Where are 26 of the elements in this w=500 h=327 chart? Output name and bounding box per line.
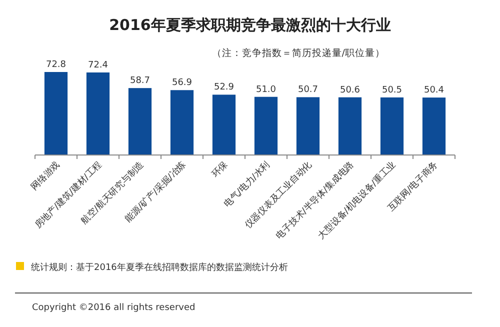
- chart-subtitle: （注：竞争指数＝简历投递量/职位量）: [212, 47, 385, 59]
- bar: [44, 72, 68, 155]
- data-label: 58.7: [130, 76, 150, 86]
- x-tick-label: 网络游戏: [28, 159, 62, 193]
- data-label: 51.0: [256, 84, 276, 95]
- data-label: 50.7: [298, 85, 318, 96]
- bar: [212, 94, 236, 155]
- text: Copyright ©2016 all rights reserved: [32, 303, 196, 313]
- data-label: 52.9: [214, 82, 234, 93]
- text: 统计规则：基于2016年夏季在线招聘数据库的数据监测统计分析: [31, 262, 288, 273]
- bar: [338, 97, 362, 155]
- data-label: 72.4: [88, 60, 108, 70]
- data-label: 50.6: [340, 85, 360, 96]
- data-label: 72.8: [46, 60, 66, 70]
- bar: [170, 90, 194, 155]
- data-label: 50.4: [424, 86, 444, 96]
- chart-title: 2016年夏季求职期竞争最激烈的十大行业: [109, 16, 391, 34]
- bar: [86, 72, 110, 155]
- bar: [422, 98, 446, 155]
- bar: [128, 88, 152, 155]
- bar: [254, 96, 278, 155]
- data-label: 56.9: [172, 78, 192, 88]
- x-tick-label: 环保: [210, 159, 230, 180]
- bar: [296, 97, 320, 155]
- data-label: 50.5: [382, 85, 402, 96]
- bar: [380, 97, 404, 155]
